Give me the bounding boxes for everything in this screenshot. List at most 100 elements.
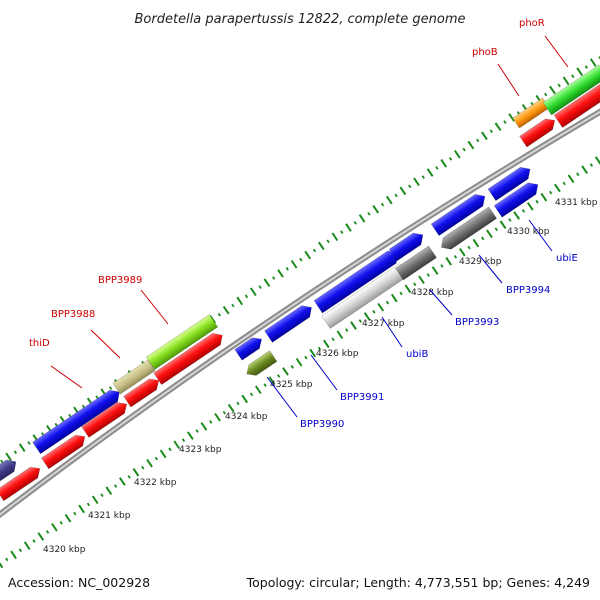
tick-mark — [304, 250, 312, 260]
leader-line — [90, 329, 121, 359]
scale-tick-label: 4322 kbp — [134, 478, 177, 488]
gene-feature-navy[interactable] — [0, 456, 20, 501]
scale-tick-label: 4324 kbp — [225, 412, 268, 422]
tick-mark — [372, 309, 376, 314]
gene-label-BPP3990[interactable]: BPP3990 — [300, 419, 344, 430]
tick-mark — [489, 129, 493, 134]
tick-mark — [290, 365, 294, 369]
tick-mark — [277, 269, 284, 278]
gene-feature-red[interactable] — [519, 115, 559, 148]
tick-mark — [399, 291, 403, 296]
leader-line — [310, 354, 338, 391]
tick-mark — [113, 484, 118, 488]
tick-mark — [214, 412, 221, 422]
tick-mark — [317, 346, 322, 351]
gene-label-BPP3994[interactable]: BPP3994 — [506, 285, 550, 296]
scale-tick-label: 4329 kbp — [459, 257, 502, 267]
gene-feature-BPP3990[interactable] — [243, 350, 278, 380]
gene-feature-BPP3991[interactable] — [264, 302, 316, 343]
tick-mark — [435, 166, 439, 170]
gene-label-phoB[interactable]: phoB — [472, 47, 498, 58]
tick-mark — [513, 211, 521, 220]
tick-mark — [567, 174, 575, 184]
tick-mark — [45, 530, 50, 534]
tick-mark — [59, 520, 63, 525]
tick-mark — [222, 305, 230, 315]
gene-feature-BPP3988[interactable] — [112, 359, 156, 395]
tick-mark — [589, 163, 594, 167]
gene-label-BPP3993[interactable]: BPP3993 — [455, 317, 499, 328]
tick-mark — [40, 432, 45, 436]
gene-feature-red[interactable] — [123, 375, 163, 408]
gene-feature-red[interactable] — [41, 431, 88, 470]
gene-feature-red[interactable] — [153, 329, 226, 386]
tick-mark — [540, 192, 548, 202]
gene-feature-dgray[interactable] — [395, 245, 437, 281]
gene-label-BPP3991[interactable]: BPP3991 — [340, 392, 384, 403]
tick-mark — [317, 241, 325, 251]
tick-mark — [526, 202, 534, 211]
tick-mark — [108, 386, 113, 390]
tick-mark — [576, 172, 580, 177]
tick-mark — [372, 204, 380, 214]
gene-label-phoR[interactable]: phoR — [519, 18, 545, 29]
tick-mark — [503, 120, 507, 124]
tick-mark — [10, 550, 17, 560]
tick-mark — [421, 175, 425, 179]
gene-feature-BPP3994[interactable] — [430, 190, 489, 236]
tick-mark — [350, 321, 357, 330]
gene-feature-red[interactable] — [0, 463, 44, 502]
tick-mark — [554, 183, 561, 193]
tick-mark — [37, 532, 45, 541]
gene-feature-red[interactable] — [81, 399, 131, 438]
gene-label-ubiE[interactable]: ubiE — [556, 253, 578, 264]
tick-mark — [254, 385, 262, 395]
tick-mark — [404, 284, 412, 294]
gene-callouts: thiD BPP3988 BPP3989 phoB phoR BPP3990 BPP3991… — [29, 18, 578, 430]
gene-feature-thiD[interactable] — [32, 386, 124, 455]
gene-label-BPP3988[interactable]: BPP3988 — [51, 309, 95, 320]
gene-feature-red[interactable] — [553, 80, 600, 128]
tick-mark — [458, 247, 466, 257]
leader-line — [528, 219, 553, 252]
gene-feature-blue[interactable] — [493, 179, 542, 218]
gene-feature-blue[interactable] — [388, 229, 427, 262]
tick-mark — [390, 293, 398, 303]
gene-label-BPP3989[interactable]: BPP3989 — [98, 275, 142, 286]
tick-mark — [236, 296, 244, 306]
tick-mark — [584, 65, 589, 69]
tick-mark — [195, 429, 199, 433]
tick-mark — [285, 267, 289, 271]
gene-feature-ubiE[interactable] — [487, 163, 534, 202]
scale-tick-label: 4320 kbp — [43, 545, 86, 555]
tick-mark — [481, 236, 485, 241]
gene-label-thiD[interactable]: thiD — [29, 338, 50, 349]
tick-mark — [290, 259, 298, 269]
tick-mark — [589, 58, 597, 67]
gene-feature-dgray[interactable] — [437, 206, 498, 253]
gene-feature-phoR[interactable] — [542, 61, 600, 116]
tick-mark — [467, 245, 471, 250]
tick-mark — [426, 273, 430, 277]
tick-mark — [340, 230, 344, 234]
tick-mark — [367, 211, 371, 216]
tick-mark — [200, 422, 208, 431]
tick-mark — [263, 383, 267, 387]
tick-mark — [326, 239, 330, 244]
tick-mark — [159, 449, 167, 459]
gene-label-ubiB[interactable]: ubiB — [406, 349, 428, 360]
tick-mark — [0, 459, 4, 464]
tick-mark — [258, 285, 262, 289]
tick-mark — [241, 394, 249, 404]
tick-mark — [499, 220, 507, 229]
tick-mark — [209, 314, 216, 324]
scale-tick-label: 4323 kbp — [179, 445, 222, 455]
gene-feature-blue[interactable] — [234, 334, 265, 361]
tick-mark — [277, 374, 281, 378]
gene-feature-BPP3989[interactable] — [145, 314, 219, 370]
tick-mark — [244, 294, 249, 299]
tick-mark — [562, 181, 566, 186]
tick-mark — [81, 404, 86, 409]
tick-mark — [91, 495, 99, 505]
leader-line — [381, 316, 403, 348]
